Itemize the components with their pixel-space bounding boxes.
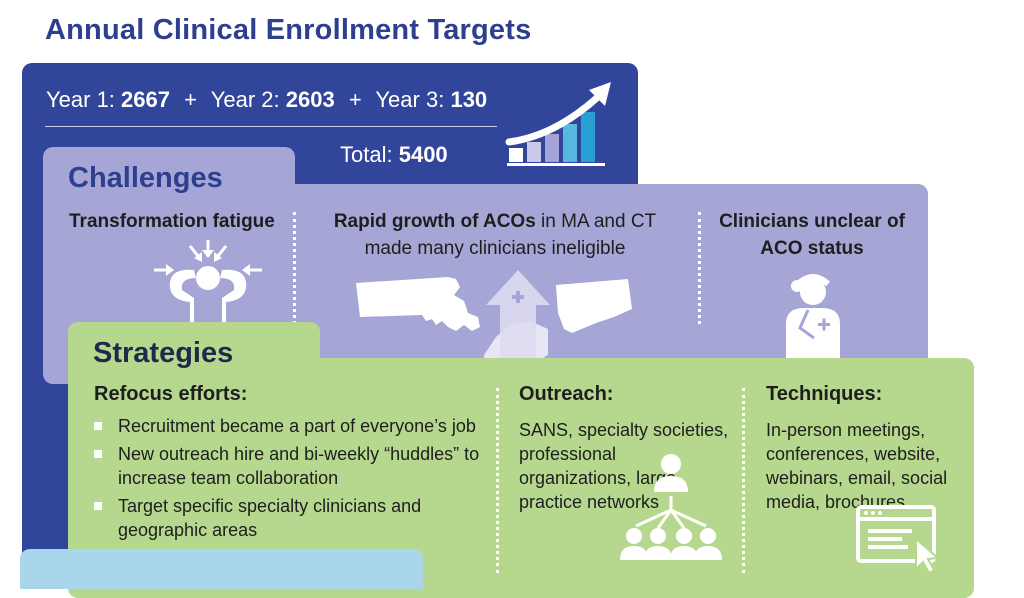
techniques-text: In-person meetings, conferences, website… — [766, 420, 948, 512]
plus-sign: + — [184, 87, 197, 112]
challenge-transformation-fatigue: Transformation fatigue — [69, 211, 275, 232]
next-section-tab — [20, 549, 423, 589]
total-value: 5400 — [398, 142, 448, 167]
web-browser-click-icon — [856, 505, 941, 573]
outreach-title: Outreach: — [519, 383, 614, 405]
year3-label: Year 3: — [375, 87, 445, 112]
network-hierarchy-icon — [620, 454, 722, 560]
challenge-2-subtitle: made many clinicians ineligible — [364, 238, 626, 259]
refocus-efforts-list: Recruitment became a part of everyone’s … — [94, 414, 489, 546]
year1-value: 2667 — [121, 87, 170, 112]
challenges-heading: Challenges — [68, 162, 223, 194]
yearly-targets: Year 1: 2667 + Year 2: 2603 + Year 3: 13… — [46, 87, 487, 113]
challenge-2-title-bold: Rapid growth of ACOs — [333, 211, 536, 232]
stressed-person-icon — [154, 240, 262, 326]
refocus-efforts-title: Refocus efforts: — [94, 383, 248, 405]
total-target: Total: 5400 — [340, 142, 448, 168]
outreach-text: SANS, specialty societies, professional … — [519, 420, 729, 512]
plus-sign: + — [348, 87, 362, 112]
targets-divider — [45, 126, 497, 127]
challenges-divider — [293, 212, 296, 324]
list-item: Recruitment became a part of everyone’s … — [94, 414, 489, 438]
techniques-title: Techniques: — [766, 383, 883, 405]
challenge-2-title-rest: in MA and CT — [535, 211, 657, 232]
list-item: New outreach hire and bi-weekly “huddles… — [94, 442, 489, 490]
total-label: Total: — [340, 142, 393, 167]
year2-label: Year 2: — [210, 87, 280, 112]
challenge-unclear-aco-status: Clinicians unclear of ACO status — [719, 211, 905, 259]
ma-ct-map-icon — [356, 270, 632, 360]
challenges-divider — [698, 212, 701, 324]
year2-value: 2603 — [285, 87, 335, 112]
growth-chart-icon — [505, 82, 611, 166]
year1-label: Year 1: — [46, 87, 115, 112]
strategies-divider — [742, 388, 745, 573]
doctor-icon — [786, 274, 840, 358]
list-item: Target specific specialty clinicians and… — [94, 494, 489, 542]
year3-value: 130 — [450, 87, 488, 112]
strategies-heading: Strategies — [93, 337, 234, 369]
strategies-divider — [496, 388, 499, 573]
challenge-rapid-growth: Rapid growth of ACOs in MA and CT made m… — [300, 208, 690, 262]
page-title: Annual Clinical Enrollment Targets — [45, 14, 532, 46]
